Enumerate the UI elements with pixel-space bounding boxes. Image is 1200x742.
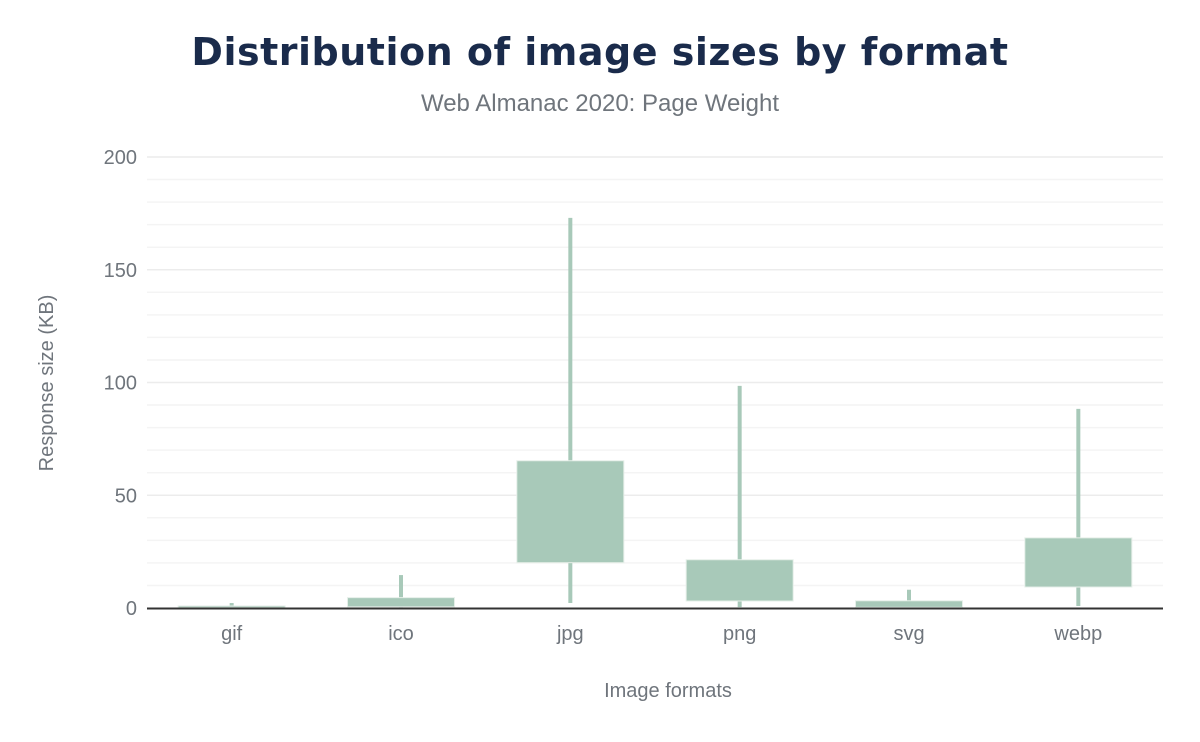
box-iqr [685, 559, 794, 602]
gridlines [147, 156, 1163, 587]
y-tick-label: 200 [104, 147, 137, 169]
box-iqr [347, 597, 455, 608]
chart-title: Distribution of image sizes by format [191, 30, 1009, 74]
box-ico [347, 575, 455, 608]
x-tick-label: jpg [556, 623, 584, 645]
x-tick-label: png [723, 623, 756, 645]
y-tick-label: 50 [115, 485, 137, 507]
box-jpg [516, 217, 625, 604]
box-webp [1024, 408, 1133, 606]
box-iqr [855, 600, 963, 608]
x-tick-label: gif [221, 623, 243, 645]
box-iqr [1024, 537, 1133, 588]
y-axis-label: Response size (KB) [36, 295, 58, 472]
y-tick-label: 150 [104, 260, 137, 282]
x-tick-label: svg [893, 623, 924, 645]
y-tick-label: 100 [104, 373, 137, 395]
x-tick-label: webp [1053, 623, 1102, 645]
x-axis-ticks: gif ico jpg png svg webp [221, 623, 1102, 645]
boxes [177, 217, 1133, 609]
y-tick-label: 0 [126, 598, 137, 620]
box-iqr [516, 460, 625, 564]
y-axis-ticks: 0 50 100 150 200 [104, 147, 137, 620]
box-png [685, 385, 794, 608]
box-svg [855, 589, 963, 608]
chart-subtitle: Web Almanac 2020: Page Weight [420, 90, 779, 117]
x-axis-label: Image formats [604, 680, 732, 702]
x-tick-label: ico [388, 623, 414, 645]
box-gif [177, 603, 286, 609]
